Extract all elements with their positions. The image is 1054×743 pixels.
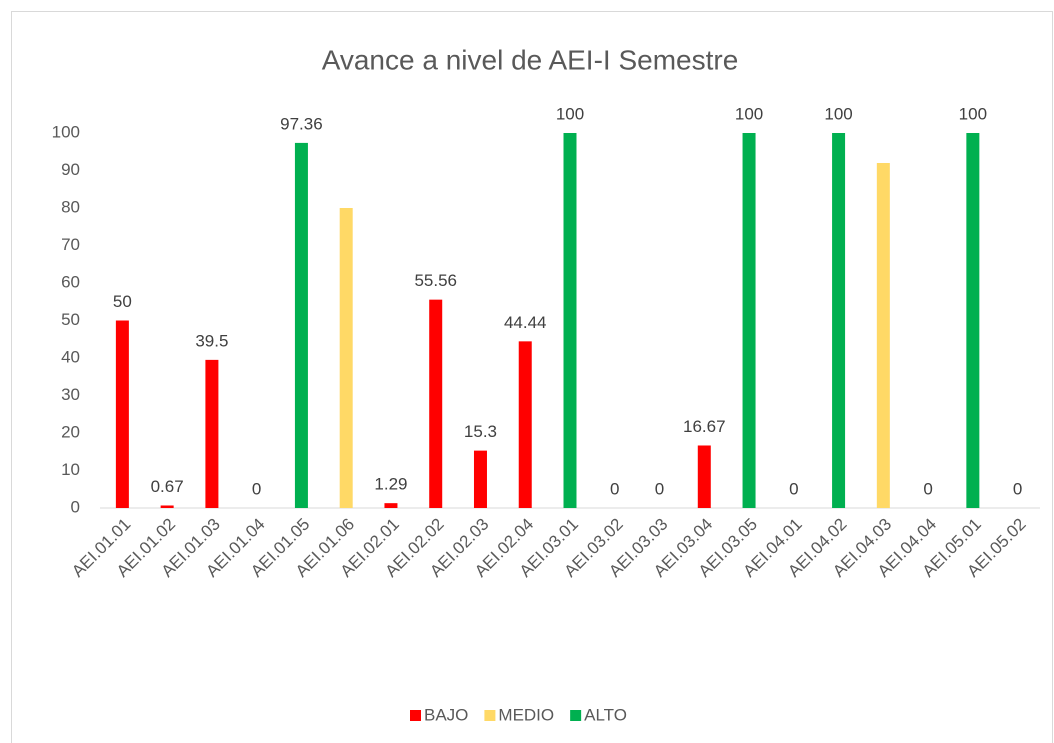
legend-swatch xyxy=(570,710,582,721)
data-label: 15.3 xyxy=(464,422,497,441)
chart-frame xyxy=(11,11,1053,743)
data-label: 50 xyxy=(113,292,132,311)
bar xyxy=(473,450,487,508)
bar xyxy=(294,142,308,508)
data-label: 100 xyxy=(556,104,584,123)
y-tick-label: 40 xyxy=(61,347,80,366)
y-tick-label: 20 xyxy=(61,422,80,441)
bar xyxy=(205,359,219,508)
data-label: 55.56 xyxy=(414,271,457,290)
data-label: 0 xyxy=(923,479,932,498)
legend-swatch xyxy=(410,710,421,721)
data-label: 0 xyxy=(252,479,261,498)
y-tick-label: 100 xyxy=(52,122,80,141)
data-label: 100 xyxy=(959,104,987,123)
data-label: 44.44 xyxy=(504,313,547,332)
data-label: 0 xyxy=(655,479,664,498)
bar xyxy=(966,133,980,508)
bar xyxy=(697,445,711,508)
data-label: 0.67 xyxy=(151,477,184,496)
data-label: 97.36 xyxy=(280,114,323,133)
data-label: 16.67 xyxy=(683,417,726,436)
bar xyxy=(384,503,398,508)
data-label: 100 xyxy=(735,104,763,123)
y-tick-label: 60 xyxy=(61,272,80,291)
data-label: 0 xyxy=(1013,479,1022,498)
bar xyxy=(339,208,353,508)
data-label: 0 xyxy=(610,479,619,498)
y-tick-label: 80 xyxy=(61,197,80,216)
legend-label: BAJO xyxy=(424,705,468,724)
bar xyxy=(563,133,577,508)
y-tick-label: 0 xyxy=(71,497,80,516)
data-label: 0 xyxy=(789,479,798,498)
bar xyxy=(429,299,443,508)
y-tick-label: 70 xyxy=(61,235,80,254)
legend-label: MEDIO xyxy=(498,705,554,724)
chart-title: Avance a nivel de AEI-I Semestre xyxy=(322,44,739,75)
data-label: 100 xyxy=(824,104,852,123)
bar xyxy=(518,341,532,508)
bar xyxy=(742,133,756,508)
bar xyxy=(160,505,174,508)
y-tick-label: 50 xyxy=(61,310,80,329)
data-label: 1.29 xyxy=(374,475,407,494)
y-tick-label: 30 xyxy=(61,385,80,404)
bar xyxy=(876,163,890,508)
legend-label: ALTO xyxy=(584,705,627,724)
y-tick-label: 90 xyxy=(61,160,80,179)
legend-swatch xyxy=(484,710,496,721)
y-tick-label: 10 xyxy=(61,460,80,479)
bar xyxy=(832,133,846,508)
bar xyxy=(115,320,129,508)
data-label: 39.5 xyxy=(195,331,228,350)
